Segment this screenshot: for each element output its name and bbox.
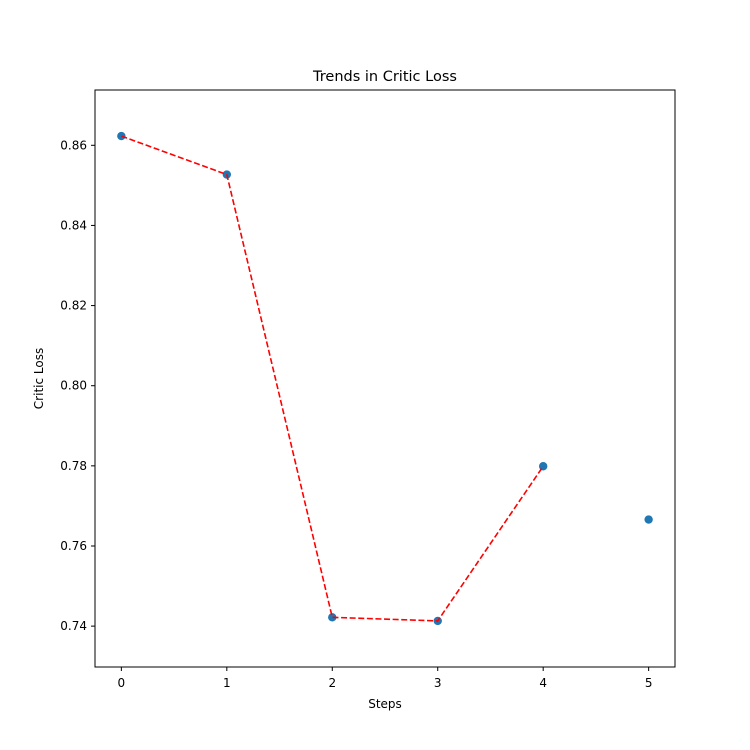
x-axis: 0 1 2 3 4 5 (118, 667, 653, 690)
chart-marks (117, 131, 653, 626)
y-tick-label: 0.74 (60, 619, 87, 633)
x-axis-label: Steps (368, 697, 402, 711)
data-point (644, 515, 653, 524)
x-tick-label: 1 (223, 676, 231, 690)
axes-frame (94, 89, 676, 668)
y-tick-label: 0.78 (60, 459, 87, 473)
x-tick-label: 2 (328, 676, 336, 690)
y-tick-label: 0.84 (60, 218, 87, 232)
y-tick-label: 0.82 (60, 299, 87, 313)
y-axis: 0.74 0.76 0.78 0.80 0.82 0.84 0.86 (60, 138, 95, 633)
chart-title: Trends in Critic Loss (312, 69, 457, 85)
x-tick-label: 4 (539, 676, 547, 690)
trend-line (121, 135, 544, 622)
y-tick-label: 0.76 (60, 539, 87, 553)
x-tick-label: 0 (118, 676, 126, 690)
y-tick-label: 0.80 (60, 379, 87, 393)
x-tick-label: 3 (434, 676, 442, 690)
data-point (328, 613, 337, 622)
plot-area (95, 90, 675, 667)
y-axis-label: Critic Loss (32, 348, 46, 409)
x-tick-label: 5 (645, 676, 653, 690)
y-tick-label: 0.86 (60, 138, 87, 152)
axes-background (95, 90, 675, 667)
